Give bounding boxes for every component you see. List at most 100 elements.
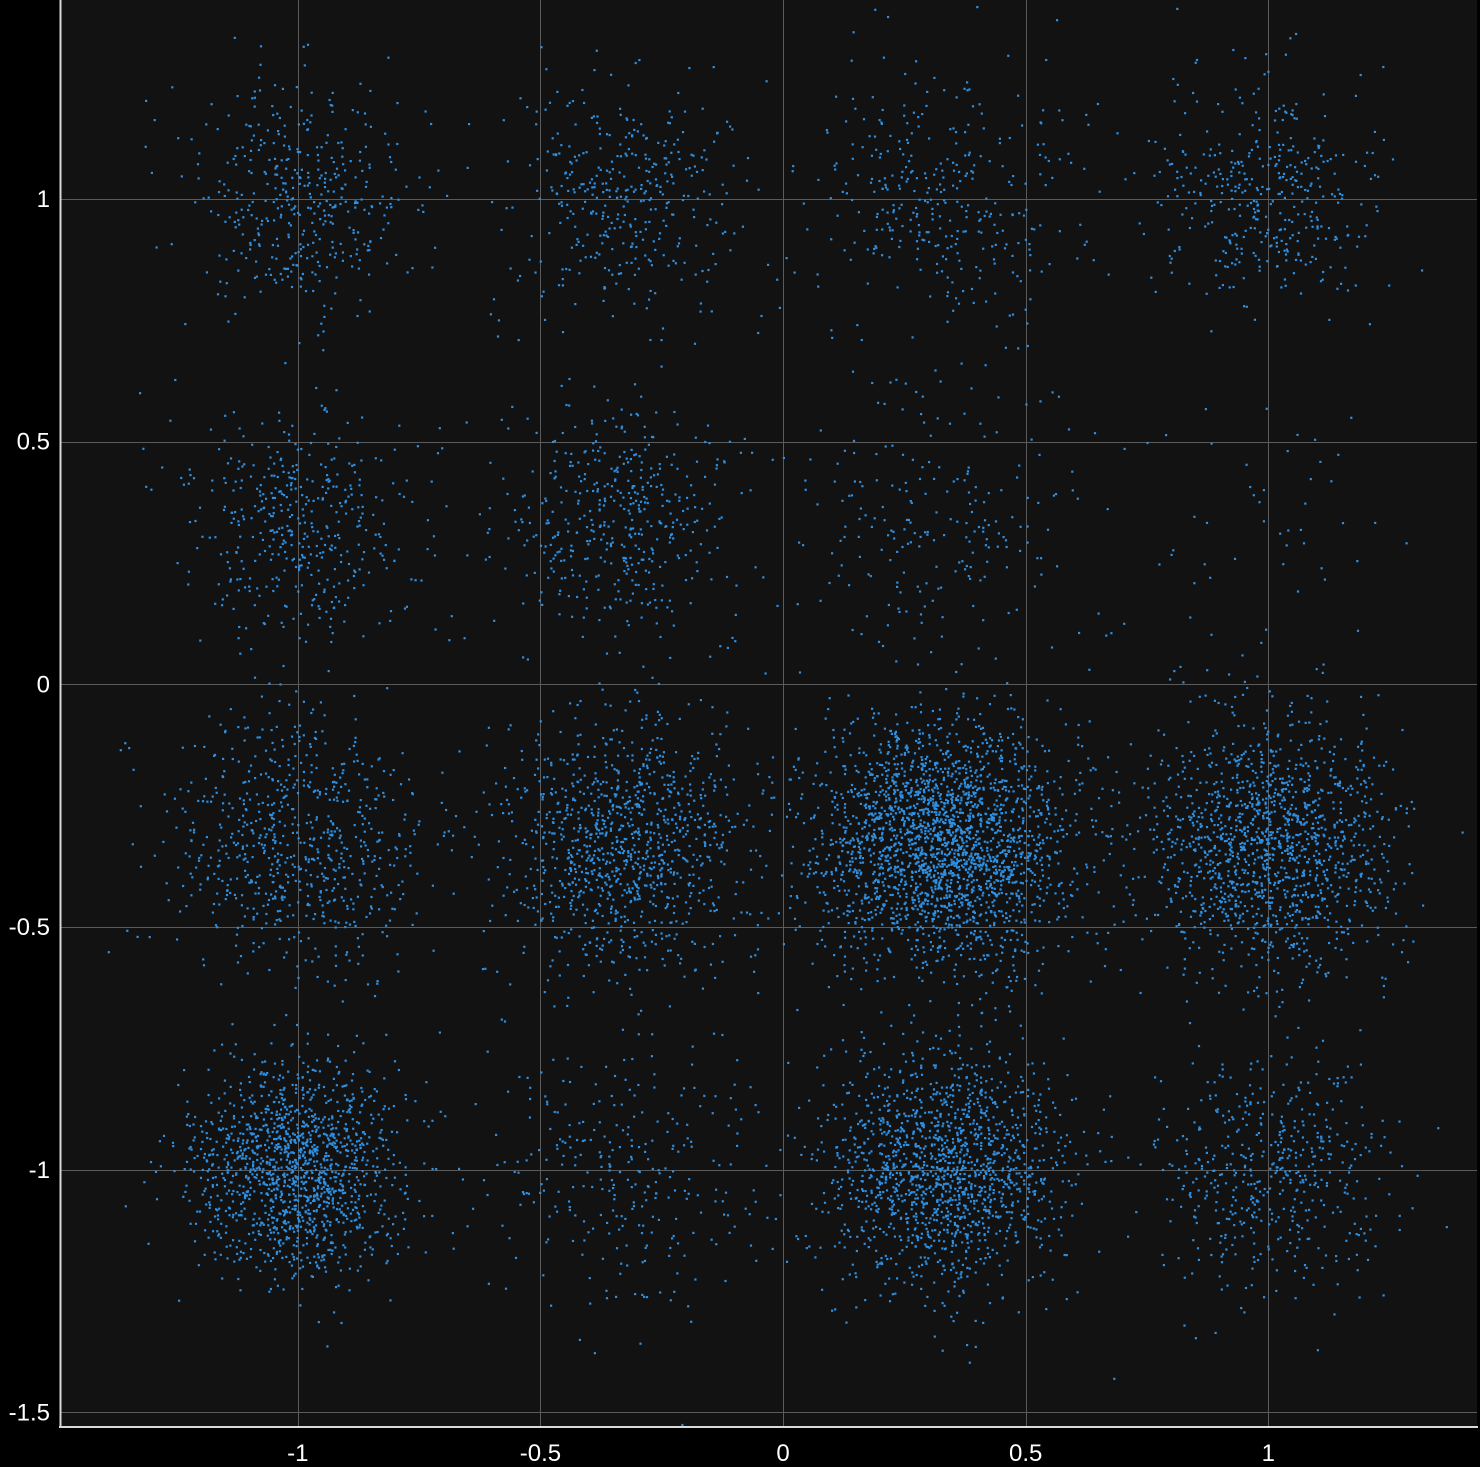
scatter-point	[1236, 247, 1239, 250]
scatter-point	[994, 657, 997, 660]
scatter-point	[1253, 227, 1256, 230]
scatter-point	[643, 192, 646, 195]
scatter-point	[931, 768, 935, 771]
scatter-point	[352, 574, 355, 578]
scatter-point	[241, 833, 244, 837]
scatter-point	[944, 201, 947, 204]
scatter-point	[1124, 178, 1127, 181]
scatter-point	[996, 745, 999, 748]
scatter-point	[635, 412, 638, 415]
scatter-point	[640, 187, 643, 190]
scatter-point	[676, 895, 679, 898]
scatter-point	[616, 470, 619, 473]
scatter-point	[869, 181, 873, 184]
scatter-point	[676, 138, 679, 141]
scatter-point	[327, 844, 330, 848]
scatter-point	[1313, 151, 1316, 154]
scatter-point	[1008, 869, 1011, 872]
scatter-point	[649, 792, 652, 795]
scatter-point	[704, 475, 707, 478]
scatter-point	[293, 816, 296, 819]
scatter-point	[937, 244, 940, 247]
scatter-point	[229, 878, 232, 881]
scatter-point	[397, 548, 400, 551]
scatter-point	[891, 444, 894, 447]
scatter-point	[651, 165, 654, 169]
scatter-point	[367, 244, 370, 247]
scatter-point	[630, 855, 633, 858]
scatter-point	[825, 129, 828, 132]
scatter-point	[659, 565, 662, 568]
scatter-point	[564, 518, 567, 521]
scatter-point	[985, 919, 988, 922]
scatter-point	[309, 553, 312, 556]
scatter-point	[568, 173, 572, 176]
scatter-point	[316, 789, 319, 792]
scatter-point	[965, 564, 968, 568]
scatter-point	[971, 105, 975, 108]
scatter-point	[632, 527, 635, 530]
scatter-point	[207, 196, 210, 199]
scatter-point	[280, 621, 283, 624]
scatter-point	[568, 883, 571, 886]
scatter-point	[1284, 284, 1287, 287]
scatter-point	[409, 851, 412, 854]
scatter-point	[939, 190, 943, 194]
scatter-point	[288, 515, 291, 519]
scatter-point	[1279, 532, 1282, 535]
scatter-point	[1280, 286, 1283, 289]
scatter-point	[755, 849, 758, 852]
scatter-point	[704, 794, 707, 797]
scatter-point	[520, 518, 523, 521]
scatter-point	[630, 818, 633, 821]
scatter-point	[279, 909, 282, 912]
scatter-point	[588, 539, 591, 543]
scatter-point	[579, 778, 582, 781]
scatter-point	[619, 113, 622, 116]
scatter-point	[591, 783, 594, 786]
scatter-point	[541, 603, 544, 606]
scatter-point	[315, 737, 318, 740]
scatter-point	[320, 174, 323, 177]
scatter-point	[1123, 622, 1126, 625]
scatter-point	[225, 852, 228, 855]
scatter-point	[1036, 143, 1039, 146]
scatter-point	[569, 702, 572, 705]
scatter-point	[637, 887, 640, 890]
scatter-point	[293, 168, 296, 172]
scatter-point	[1173, 100, 1176, 103]
scatter-point	[975, 938, 978, 941]
scatter-point	[664, 907, 667, 910]
scatter-point	[955, 810, 958, 814]
scatter-point	[361, 512, 364, 515]
scatter-point	[224, 898, 227, 901]
scatter-point	[272, 142, 275, 145]
scatter-point	[194, 201, 197, 204]
scatter-point	[315, 766, 318, 770]
scatter-point	[573, 191, 576, 194]
scatter-point	[955, 670, 958, 674]
scatter-point	[615, 836, 618, 839]
scatter-point	[673, 937, 676, 940]
scatter-point	[634, 803, 637, 806]
scatter-point	[620, 945, 624, 948]
scatter-point	[587, 881, 591, 884]
scatter-point	[309, 196, 312, 199]
scatter-point	[699, 699, 702, 702]
scatter-point	[921, 853, 924, 856]
scatter-point	[500, 803, 503, 806]
scatter-point	[228, 567, 231, 570]
scatter-point	[743, 437, 746, 440]
scatter-point	[656, 874, 659, 877]
scatter-point	[361, 558, 364, 561]
scatter-point	[860, 338, 863, 342]
scatter-point	[203, 745, 206, 748]
scatter-point	[1018, 840, 1022, 843]
scatter-point	[349, 855, 352, 858]
scatter-point	[1264, 215, 1268, 218]
scatter-point	[1174, 188, 1177, 191]
scatter-point	[718, 517, 721, 520]
scatter-point	[273, 833, 276, 836]
scatter-point	[217, 877, 220, 880]
scatter-point	[442, 834, 445, 837]
